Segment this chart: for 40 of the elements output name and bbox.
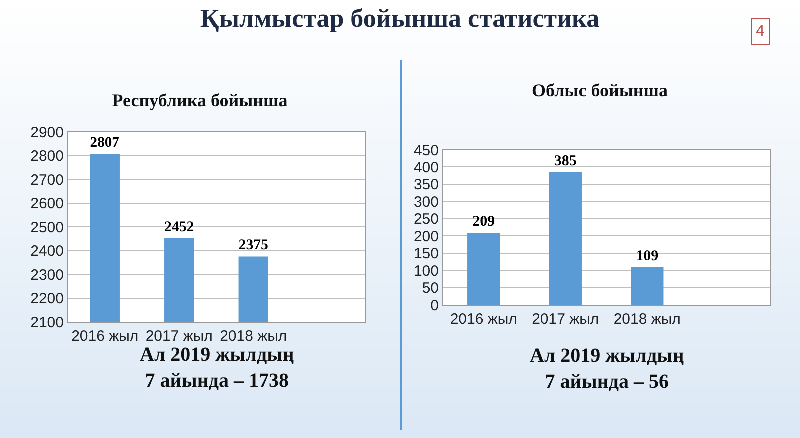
y-tick-label: 400 [414, 159, 439, 176]
x-tick-label: 2018 жыл [614, 311, 681, 328]
text: Ал 2019 жылдың 7 айында – 1738 [140, 344, 294, 392]
bar [631, 267, 664, 305]
data-label: 2807 [90, 135, 120, 152]
x-tick-label: 2017 жыл [146, 328, 213, 345]
x-tick-label: 2017 жыл [532, 311, 600, 328]
x-tick-label: 2016 жыл [450, 311, 518, 328]
y-tick-label: 300 [414, 194, 439, 211]
y-tick-label: 450 [414, 142, 439, 160]
y-tick-label: 2400 [30, 243, 64, 260]
y-tick-label: 2500 [30, 219, 64, 236]
y-tick-label: 2900 [30, 124, 64, 142]
text: 4 [756, 23, 765, 40]
data-label: 109 [636, 248, 659, 264]
data-label: 2452 [164, 219, 194, 236]
y-tick-label: 250 [414, 211, 439, 228]
bar [468, 233, 500, 305]
data-label: 385 [554, 153, 577, 170]
y-tick-label: 0 [430, 297, 439, 314]
y-tick-label: 50 [422, 280, 439, 298]
data-label: 2375 [238, 238, 268, 254]
x-tick-label: 2016 жыл [72, 328, 139, 345]
y-tick-label: 2700 [30, 172, 64, 189]
text: Ал 2019 жылдың 7 айында – 56 [530, 345, 684, 393]
y-tick-label: 2800 [30, 148, 64, 165]
y-tick-label: 150 [414, 246, 439, 263]
chart-title: Қылмыстар бойынша статистика [200, 4, 600, 33]
x-tick-label: 2018 жыл [220, 328, 288, 345]
data-label: 209 [472, 214, 496, 230]
y-tick-label: 2200 [30, 290, 64, 308]
y-tick-label: 2300 [30, 266, 64, 284]
y-tick-label: 350 [414, 176, 439, 194]
y-tick-label: 100 [414, 262, 439, 280]
chart-subtitle: Республика бойынша [112, 90, 288, 110]
y-tick-label: 2100 [30, 314, 64, 332]
y-tick-label: 2600 [30, 196, 64, 212]
y-tick-label: 200 [414, 228, 439, 246]
chart-title: Облыс бойынша [532, 80, 668, 100]
bar [549, 172, 582, 305]
